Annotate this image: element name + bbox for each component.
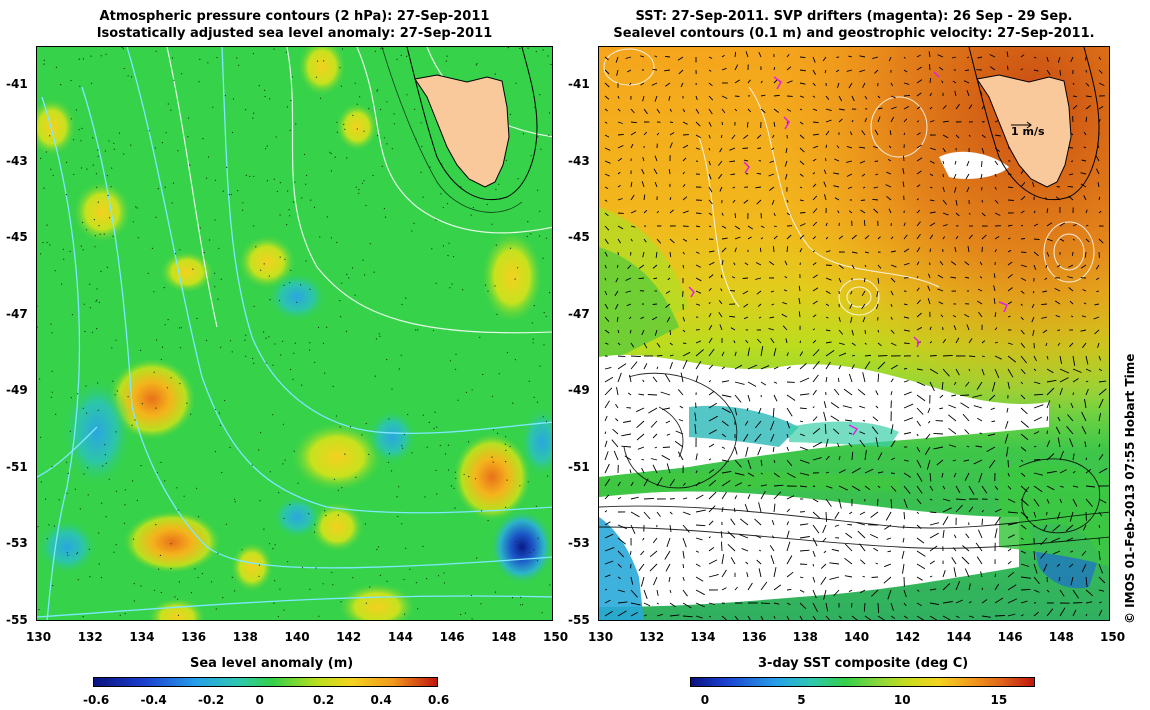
svp-drifters: [688, 71, 1008, 436]
right-y-tick-label: -49: [568, 383, 590, 397]
sla-colorbar-title: Sea level anomaly (m): [190, 656, 354, 671]
left-x-tick-label: 138: [232, 630, 258, 644]
left-x-tick-label: 148: [491, 630, 517, 644]
left-y-tick-label: -45: [6, 230, 28, 244]
sla-colorbar: [93, 677, 438, 687]
left-x-tick-label: 142: [336, 630, 362, 644]
sealevel-contours: [603, 48, 1095, 316]
colorbar-tick-label: 0.2: [313, 693, 335, 707]
colorbar-tick-label: 15: [990, 693, 1008, 707]
velocity-scale-label: 1 m/s: [1011, 125, 1045, 138]
colorbar-tick-label: 0.6: [428, 693, 450, 707]
left-y-tick-label: -47: [6, 306, 28, 321]
colorbar-tick-label: 10: [893, 693, 911, 707]
left-x-tick-label: 134: [129, 630, 155, 644]
colorbar-tick-label: 0: [700, 693, 710, 707]
left-x-tick-label: 132: [77, 630, 103, 644]
sla-dots: [37, 47, 552, 620]
left-title-line2: Isostatically adjusted sea level anomaly…: [96, 26, 493, 41]
sst-map-svg: [599, 47, 1109, 620]
left-y-tick-label: -49: [6, 383, 28, 397]
right-y-tick-label: -41: [568, 77, 590, 91]
right-x-tick-label: 142: [895, 630, 921, 644]
right-title-line2: Sealevel contours (0.1 m) and geostrophi…: [613, 26, 1095, 41]
right-y-tick-label: -53: [568, 536, 590, 550]
right-x-tick-label: 150: [1100, 630, 1126, 644]
sea-level-anomaly-map-svg: [37, 47, 552, 620]
right-y-tick-label: -43: [568, 153, 590, 168]
sst-colorbar: [690, 677, 1035, 687]
left-y-tick-label: -43: [6, 153, 28, 168]
cloud-mask: [599, 151, 1049, 607]
tasmania-landmass-sst: [968, 47, 1100, 201]
right-title: SST: 27-Sep-2011. SVP drifters (magenta)…: [598, 8, 1110, 42]
right-y-tick-label: -47: [568, 306, 590, 321]
left-title-line1: Atmospheric pressure contours (2 hPa): 2…: [99, 9, 490, 24]
right-x-tick-label: 144: [946, 630, 972, 644]
sst-map: 1 m/s: [598, 46, 1110, 621]
left-x-tick-label: 144: [387, 630, 413, 644]
right-x-tick-label: 134: [690, 630, 716, 644]
right-x-tick-label: 130: [588, 630, 614, 644]
colorbar-tick-label: -0.6: [83, 693, 110, 707]
colorbar-tick-label: 5: [797, 693, 806, 707]
sst-colorbar-title: 3-day SST composite (deg C): [758, 656, 969, 671]
left-title: Atmospheric pressure contours (2 hPa): 2…: [36, 8, 553, 42]
left-x-tick-label: 146: [439, 630, 465, 644]
right-x-tick-label: 138: [792, 630, 818, 644]
right-x-tick-label: 136: [741, 630, 767, 644]
pressure-contours: [37, 47, 552, 620]
right-title-line1: SST: 27-Sep-2011. SVP drifters (magenta)…: [635, 9, 1073, 24]
left-x-tick-label: 150: [543, 630, 569, 644]
colorbar-tick-label: -0.2: [198, 693, 225, 707]
left-y-tick-label: -51: [6, 459, 28, 474]
colorbar-tick-label: 0: [255, 693, 264, 707]
right-x-tick-label: 132: [639, 630, 665, 644]
colorbar-tick-label: 0.4: [370, 693, 392, 707]
right-y-tick-label: -55: [568, 612, 590, 627]
left-x-tick-label: 130: [26, 630, 52, 644]
right-x-tick-label: 148: [1048, 630, 1074, 644]
tasmania-landmass: [381, 47, 538, 213]
left-x-tick-label: 140: [284, 630, 310, 644]
left-y-tick-label: -53: [6, 536, 28, 550]
left-y-tick-label: -55: [6, 612, 28, 627]
geostrophic-velocity-arrows: [604, 51, 1109, 620]
right-y-tick-label: -45: [568, 230, 590, 244]
right-y-tick-label: -51: [568, 459, 590, 474]
colorbar-tick-label: -0.4: [140, 693, 167, 707]
right-x-tick-label: 146: [997, 630, 1023, 644]
left-x-tick-label: 136: [181, 630, 207, 644]
left-y-tick-label: -41: [6, 77, 28, 91]
sea-level-anomaly-map: [36, 46, 553, 621]
credit-text: © IMOS 01-Feb-2013 07:55 Hobart Time: [1123, 353, 1137, 624]
right-x-tick-label: 140: [844, 630, 870, 644]
